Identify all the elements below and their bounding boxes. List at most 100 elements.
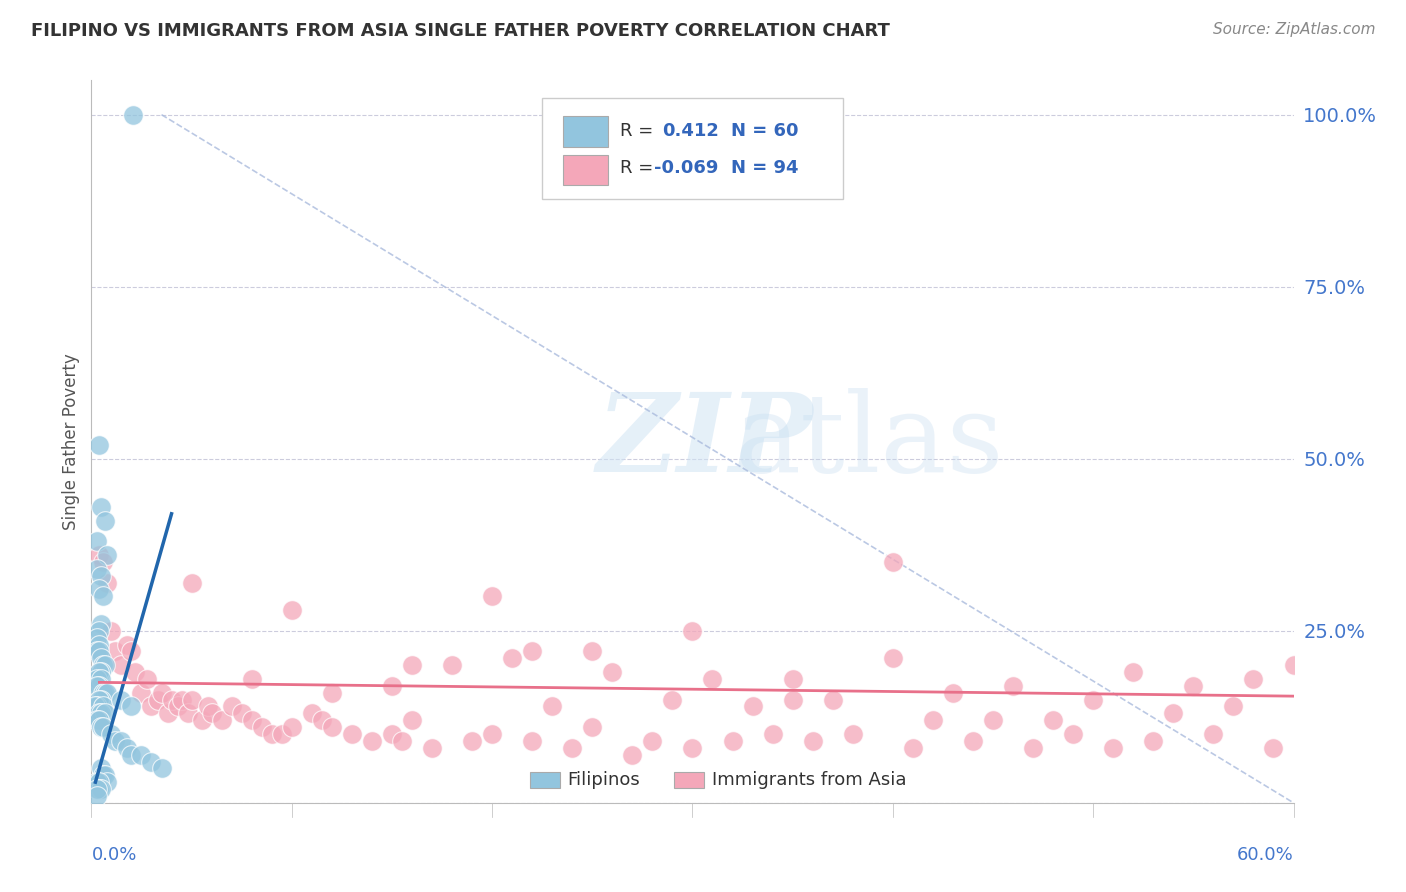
Point	[1243, 672, 1265, 686]
Point	[121, 644, 143, 658]
Point	[420, 740, 443, 755]
Point	[541, 699, 564, 714]
Point	[86, 631, 108, 645]
Point	[522, 644, 544, 658]
Point	[93, 720, 115, 734]
Point	[89, 438, 111, 452]
Point	[90, 706, 112, 721]
Point	[93, 590, 115, 604]
Point	[942, 686, 965, 700]
Point	[782, 672, 804, 686]
Point	[90, 782, 112, 797]
Text: 0.0%: 0.0%	[91, 847, 136, 864]
Point	[100, 624, 122, 638]
Point	[231, 706, 253, 721]
Point	[86, 672, 108, 686]
Text: 60.0%: 60.0%	[1237, 847, 1294, 864]
Point	[176, 706, 198, 721]
Point	[782, 692, 804, 706]
Point	[89, 706, 111, 721]
Point	[89, 782, 111, 797]
Point	[681, 624, 703, 638]
Point	[110, 734, 132, 748]
Point	[131, 686, 153, 700]
Point	[301, 706, 323, 721]
Point	[180, 575, 202, 590]
Text: FILIPINO VS IMMIGRANTS FROM ASIA SINGLE FATHER POVERTY CORRELATION CHART: FILIPINO VS IMMIGRANTS FROM ASIA SINGLE …	[31, 22, 890, 40]
Point	[481, 727, 503, 741]
Point	[141, 755, 163, 769]
Point	[121, 747, 143, 762]
Point	[741, 699, 763, 714]
Point	[93, 699, 115, 714]
Point	[661, 692, 683, 706]
Point	[89, 692, 111, 706]
Point	[1022, 740, 1045, 755]
Point	[561, 740, 583, 755]
Point	[440, 658, 463, 673]
Point	[94, 514, 117, 528]
Point	[221, 699, 243, 714]
Y-axis label: Single Father Poverty: Single Father Poverty	[62, 353, 80, 530]
Point	[110, 692, 132, 706]
Point	[702, 672, 724, 686]
Point	[211, 713, 233, 727]
Point	[96, 575, 118, 590]
Point	[104, 644, 127, 658]
Point	[270, 727, 292, 741]
Point	[86, 789, 108, 803]
Bar	[530, 772, 560, 789]
Point	[89, 665, 111, 679]
Point	[90, 761, 112, 775]
Point	[86, 644, 108, 658]
Point	[94, 686, 117, 700]
Text: 0.412: 0.412	[662, 122, 720, 140]
Point	[89, 644, 111, 658]
Text: Source: ZipAtlas.com: Source: ZipAtlas.com	[1212, 22, 1375, 37]
Point	[170, 692, 193, 706]
Point	[89, 638, 111, 652]
Point	[882, 651, 904, 665]
Point	[321, 686, 343, 700]
Point	[501, 651, 523, 665]
Point	[922, 713, 945, 727]
Point	[321, 720, 343, 734]
Point	[281, 603, 304, 617]
Point	[1102, 740, 1125, 755]
Point	[461, 734, 484, 748]
Point	[96, 686, 118, 700]
Point	[1263, 740, 1285, 755]
Point	[901, 740, 924, 755]
Bar	[562, 116, 609, 147]
Point	[1042, 713, 1064, 727]
Point	[90, 720, 112, 734]
Point	[1142, 734, 1164, 748]
Point	[121, 699, 143, 714]
Point	[190, 713, 212, 727]
Point	[201, 706, 224, 721]
Point	[90, 568, 112, 582]
Text: R =: R =	[620, 122, 654, 140]
Point	[1182, 679, 1205, 693]
Point	[166, 699, 188, 714]
Point	[90, 616, 112, 631]
Bar	[562, 154, 609, 185]
Point	[117, 740, 139, 755]
Point	[89, 582, 111, 597]
Point	[94, 768, 117, 782]
Point	[197, 699, 219, 714]
Point	[1202, 727, 1225, 741]
Point	[86, 775, 108, 789]
Point	[962, 734, 984, 748]
Point	[1122, 665, 1144, 679]
Point	[522, 734, 544, 748]
Point	[841, 727, 863, 741]
Point	[281, 720, 304, 734]
Point	[86, 713, 108, 727]
Point	[89, 713, 111, 727]
Point	[122, 108, 145, 122]
Point	[86, 562, 108, 576]
Point	[94, 706, 117, 721]
Point	[86, 534, 108, 549]
Point	[89, 775, 111, 789]
